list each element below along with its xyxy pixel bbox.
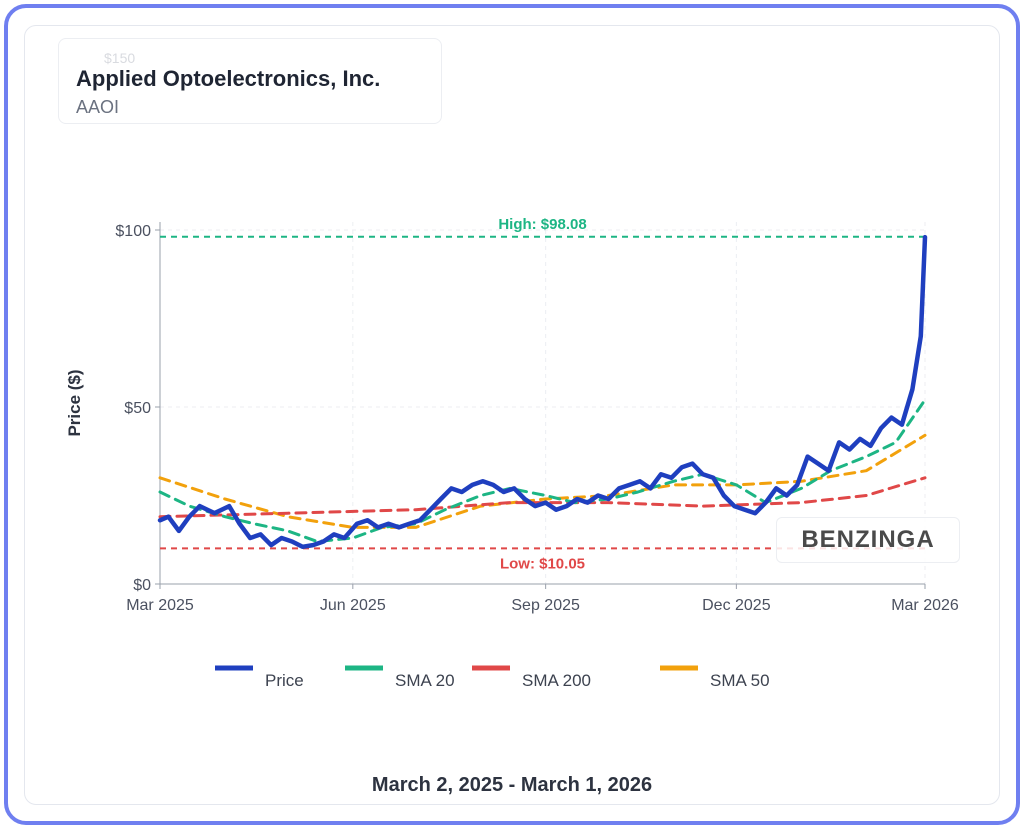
low-reference-label: Low: $10.05 [500, 555, 585, 572]
y-axis-title: Price ($) [65, 369, 84, 436]
x-tick-label: Mar 2025 [126, 597, 194, 614]
ticker-symbol: AAOI [76, 97, 120, 117]
x-tick-label: Dec 2025 [702, 597, 771, 614]
x-tick-label: Sep 2025 [511, 597, 580, 614]
x-tick-label: Jun 2025 [320, 597, 386, 614]
watermark-text: BENZINGA [801, 526, 935, 553]
high-reference-label: High: $98.08 [498, 216, 586, 233]
company-name: Applied Optoelectronics, Inc. [76, 66, 381, 91]
ghost-tick-label: $150 [104, 50, 136, 66]
legend-label-sma-20: SMA 20 [395, 671, 455, 690]
legend-label-price: Price [265, 671, 304, 690]
legend-label-sma-50: SMA 50 [710, 671, 770, 690]
price-series-line [157, 234, 928, 550]
date-range: March 2, 2025 - March 1, 2026 [371, 774, 653, 796]
y-tick-label: $50 [124, 400, 151, 417]
title-box [58, 38, 442, 124]
sma-20-series-line [158, 398, 927, 543]
tick-labels: $0 $50 $100 Mar 2025 Jun 2025 Sep 2025 Dec 202… [115, 223, 958, 614]
y-tick-label: $0 [133, 577, 151, 594]
benzinga-watermark: BENZINGA [776, 517, 960, 563]
series-lines [157, 234, 928, 550]
reference-lines: High: $98.08 Low: $10.05 [160, 216, 925, 572]
y-tick-label: $100 [115, 223, 151, 240]
legend-label-sma-200: SMA 200 [522, 671, 591, 690]
x-tick-label: Mar 2026 [891, 597, 959, 614]
legend: Price SMA 20 SMA 200 SMA 50 [215, 665, 770, 690]
sma-50-series-line [158, 433, 927, 529]
axes [159, 222, 925, 585]
chart-card [24, 25, 1000, 805]
sma-200-series-line [158, 476, 927, 519]
